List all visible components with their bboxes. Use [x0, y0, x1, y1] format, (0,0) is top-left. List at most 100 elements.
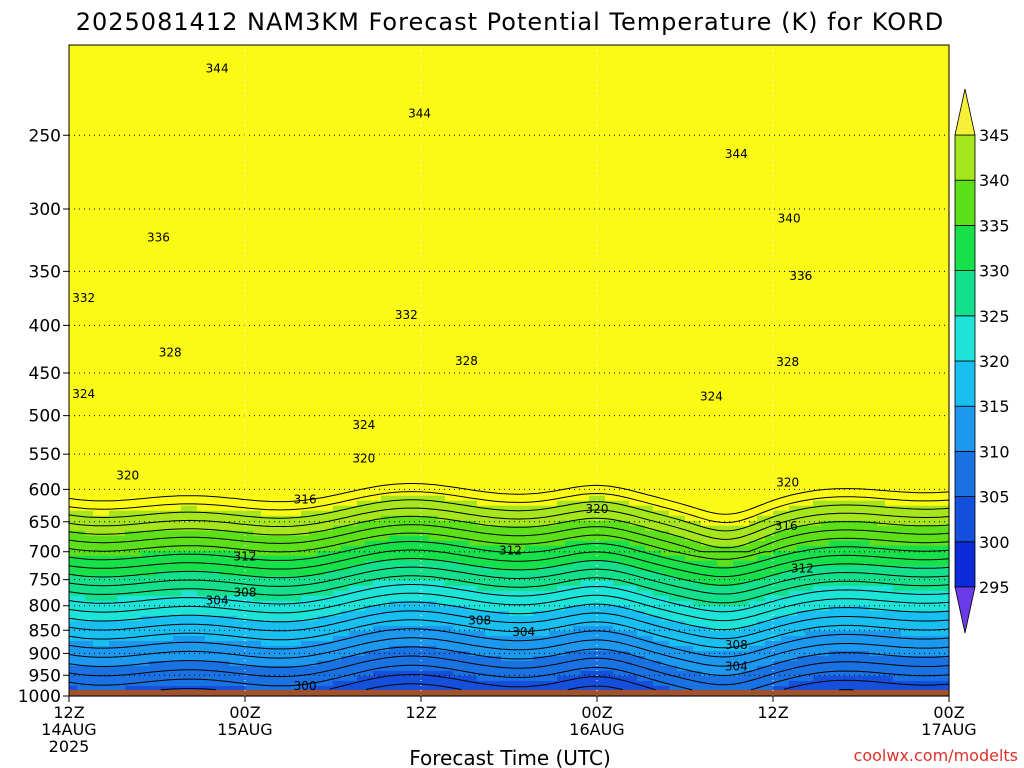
band-cell: [69, 135, 950, 141]
band-cell: [317, 615, 662, 622]
band-cell: [69, 165, 950, 171]
x-tick-label: 00Z: [229, 703, 260, 722]
band-cell: [685, 555, 758, 562]
contour-label: 308: [234, 585, 257, 599]
y-tick-label: 850: [29, 621, 61, 641]
band-cell: [557, 500, 630, 507]
band-cell: [525, 545, 646, 552]
band-cell: [805, 630, 902, 637]
band-cell: [69, 430, 950, 437]
contour-line: [68, 524, 950, 553]
band-cell: [69, 575, 678, 582]
band-cell: [205, 635, 334, 642]
band-cell: [149, 660, 230, 667]
contour-line: [68, 575, 950, 604]
band-cell: [69, 90, 950, 96]
contour-label: 308: [725, 638, 748, 652]
band-cell: [69, 565, 350, 572]
band-cell: [661, 550, 774, 557]
band-cell: [109, 640, 262, 647]
contour-line: [68, 655, 950, 686]
band-cell: [701, 670, 742, 677]
colorbar-swatch: [954, 450, 976, 497]
contour-label: 300: [294, 679, 317, 693]
band-cell: [389, 600, 438, 607]
y-tick-label: 450: [29, 364, 61, 384]
contour-label: 324: [72, 387, 95, 401]
band-cell: [701, 540, 750, 547]
band-cell: [69, 440, 950, 447]
band-cell: [77, 685, 126, 692]
band-cell: [245, 685, 310, 692]
colorbar: 295 300 305 310 315 320 325 330 335 340 345: [954, 88, 1010, 634]
band-cell: [69, 345, 950, 352]
band-cell: [69, 270, 950, 276]
band-cell: [69, 530, 86, 537]
colorbar-swatch: [954, 179, 976, 226]
band-cell: [645, 525, 790, 532]
band-cell: [637, 630, 806, 637]
band-cell: [69, 545, 342, 552]
band-cell: [85, 530, 126, 537]
band-cell: [829, 605, 870, 612]
band-cell: [69, 510, 94, 517]
band-cell: [69, 495, 382, 502]
plot-area: 344 344 344 340 336 336 332 332 328 328 328 324 324 3…: [68, 44, 950, 697]
band-cell: [69, 115, 950, 121]
band-cell: [229, 660, 318, 667]
band-cell: [461, 560, 574, 567]
contour-labels: 344 344 344 340 336 336 332 332 328 328 328 324 324 3…: [72, 62, 814, 693]
plot-frame: [68, 44, 950, 697]
band-cell: [349, 630, 486, 637]
band-cell: [69, 480, 950, 487]
band-cell: [325, 570, 662, 577]
contour-label: 328: [455, 354, 478, 368]
contour-line: [68, 637, 950, 667]
band-cell: [341, 610, 510, 617]
colorbar-label: 320: [979, 352, 1010, 371]
band-cell: [69, 445, 950, 452]
band-cell: [669, 640, 766, 647]
band-cell: [333, 590, 654, 597]
band-cell: [69, 450, 950, 457]
band-cell: [181, 505, 198, 512]
band-cell: [69, 235, 950, 241]
band-cell: [69, 650, 366, 657]
band-cell: [629, 540, 702, 547]
band-cell: [669, 530, 774, 537]
band-cell: [685, 620, 758, 627]
x-tick-label: 17AUG: [921, 720, 976, 739]
band-cell: [69, 45, 950, 51]
y-tick-label: 250: [29, 126, 61, 146]
contour-line: [68, 584, 950, 613]
band-cell: [645, 655, 798, 662]
band-cell: [357, 520, 478, 527]
band-cell: [789, 525, 950, 532]
band-cell: [781, 635, 950, 642]
band-cell: [69, 125, 950, 131]
band-cell: [237, 550, 318, 557]
band-cell: [69, 360, 950, 367]
band-cell: [69, 385, 950, 392]
band-cell: [69, 390, 950, 397]
band-cell: [301, 640, 670, 647]
band-cell: [69, 320, 950, 327]
band-cell: [573, 625, 614, 632]
band-cell: [885, 500, 950, 507]
band-cell: [69, 205, 950, 211]
band-cell: [69, 625, 374, 632]
band-cell: [757, 555, 950, 562]
band-cell: [669, 685, 774, 692]
band-cell: [69, 160, 950, 166]
band-cell: [69, 170, 950, 176]
y-tick-label: 700: [29, 543, 61, 563]
band-cell: [69, 640, 94, 647]
band-cell: [629, 605, 830, 612]
band-cell: [685, 515, 758, 522]
x-tick-label: 2025: [49, 737, 90, 756]
colorbar-top-arrow: [954, 88, 976, 136]
band-cell: [69, 665, 678, 672]
band-cell: [69, 435, 950, 442]
x-tick-label: 00Z: [581, 703, 612, 722]
band-cell: [613, 670, 702, 677]
